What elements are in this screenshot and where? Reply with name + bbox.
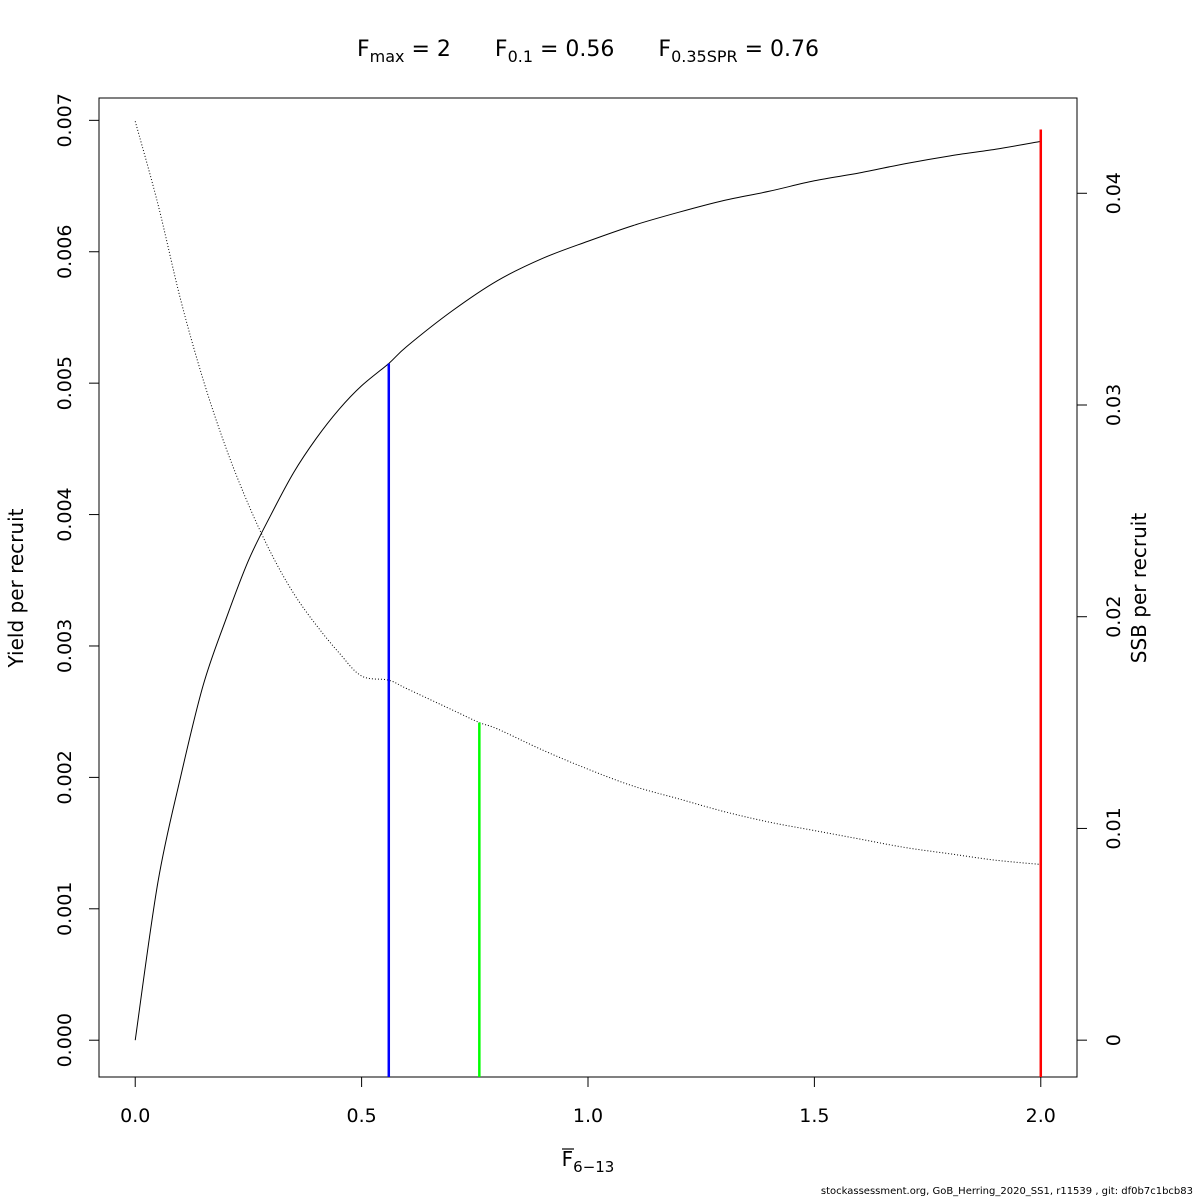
- ssb-per-recruit-curve: [134, 121, 1041, 865]
- y-tick-label: 0.007: [54, 93, 76, 147]
- title-part-2-value: = 0.76: [738, 37, 819, 62]
- title-part-0-main: F: [357, 37, 370, 62]
- y-tick-label: 0.001: [54, 882, 76, 936]
- x-axis-label: F6−13: [562, 1147, 615, 1176]
- y2-tick-label: 0.04: [1103, 172, 1125, 214]
- title-part-0-sub: max: [370, 47, 405, 66]
- title-part-2-sub: 0.35SPR: [671, 47, 738, 66]
- title-part-1-main: F: [495, 37, 508, 62]
- y-axis-left: 0.000 0.001 0.002 0.003 0.004 0.005 0.006 0.007: [54, 93, 100, 1067]
- y-tick-label: 0.000: [54, 1013, 76, 1067]
- y2-axis-label: SSB per recruit: [1127, 513, 1151, 664]
- y2-tick-label: 0.01: [1103, 807, 1125, 849]
- y-axis-label: Yield per recruit: [4, 508, 28, 668]
- title-gap: [451, 37, 495, 62]
- y2-tick-label: 0.02: [1103, 596, 1125, 638]
- x-tick-label: 1.0: [573, 1105, 603, 1127]
- y2-tick-label: 0: [1103, 1034, 1125, 1046]
- title-part-0-value: = 2: [404, 37, 450, 62]
- y-tick-label: 0.004: [54, 487, 76, 541]
- x-tick-label: 0.0: [120, 1105, 150, 1127]
- title-part-2-main: F: [658, 37, 671, 62]
- y-tick-label: 0.005: [54, 356, 76, 410]
- chart-title-text: Fmax = 2 F0.1 = 0.56 F0.35SPR = 0.76: [357, 37, 819, 66]
- footer-credit: stockassessment.org, GoB_Herring_2020_SS…: [820, 1186, 1193, 1197]
- x-tick-label: 2.0: [1026, 1105, 1056, 1127]
- title-gap: [614, 37, 658, 62]
- y-tick-label: 0.003: [54, 619, 76, 673]
- x-tick-label: 1.5: [799, 1105, 829, 1127]
- x-axis: 0.0 0.5 1.0 1.5 2.0: [120, 1076, 1056, 1150]
- plot-frame: [98, 97, 1078, 1078]
- xlabel-main: F: [562, 1147, 574, 1171]
- series-layer: [134, 121, 1041, 1041]
- xlabel-sub: 6−13: [573, 1158, 614, 1176]
- chart-title: Fmax = 2 F0.1 = 0.56 F0.35SPR = 0.76: [357, 37, 819, 66]
- x-tick-label: 0.5: [347, 1105, 377, 1127]
- yield-per-recruit-curve: [134, 140, 1041, 1041]
- y-tick-label: 0.006: [54, 225, 76, 279]
- title-part-1-value: = 0.56: [533, 37, 614, 62]
- y-axis-right: 0 0.01 0.02 0.03 0.04: [1076, 172, 1125, 1046]
- y2-tick-label: 0.03: [1103, 384, 1125, 426]
- title-part-1-sub: 0.1: [508, 47, 533, 66]
- reference-lines: [387, 129, 1043, 1077]
- y-tick-label: 0.002: [54, 750, 76, 804]
